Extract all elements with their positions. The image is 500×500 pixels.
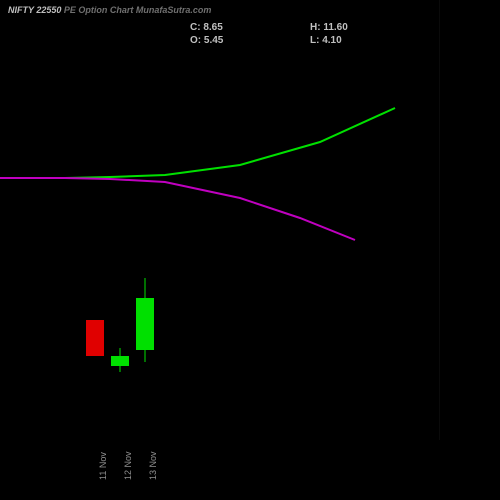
candle-3-body [136, 298, 154, 350]
candle-3 [136, 60, 154, 440]
ohlc-readout: C: 8.65 O: 5.45 H: 11.60 L: 4.10 [0, 22, 500, 46]
chart-area [0, 60, 500, 440]
candle-1 [86, 60, 104, 440]
candle-1-label: 11 Nov [98, 452, 108, 480]
candle-2 [111, 60, 129, 440]
candle-layer [0, 60, 500, 440]
x-axis-labels: 11 Nov 12 Nov 13 Nov [0, 440, 500, 490]
candle-3-label: 13 Nov [148, 451, 158, 480]
candle-1-body [86, 320, 104, 356]
title-prefix: NIFTY 22550 [8, 5, 61, 15]
ohlc-close: C: 8.65 [190, 22, 310, 33]
ohlc-low: L: 4.10 [310, 35, 430, 46]
title-suffix: PE Option Chart MunafaSutra.com [64, 5, 212, 15]
candle-2-label: 12 Nov [123, 451, 133, 480]
ohlc-high: H: 11.60 [310, 22, 430, 33]
candle-2-body [111, 356, 129, 366]
ohlc-open: O: 5.45 [190, 35, 310, 46]
chart-title: NIFTY 22550 PE Option Chart MunafaSutra.… [8, 5, 211, 15]
